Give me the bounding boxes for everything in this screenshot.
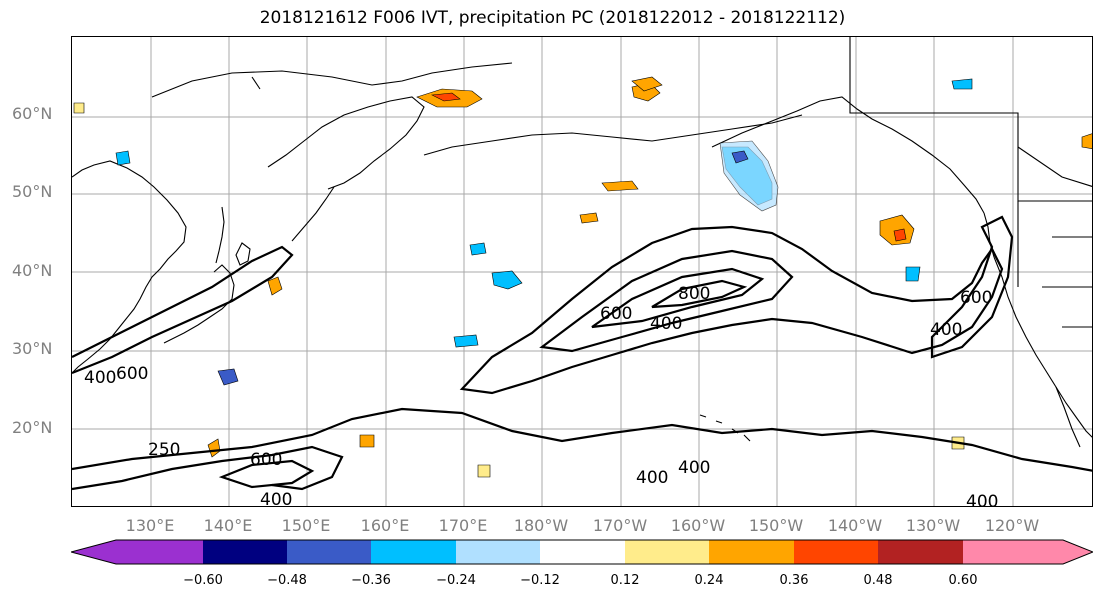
colorbar-outline [71,539,1093,565]
coastline-kuril [251,76,335,242]
lat-label-50n: 50°N [12,182,53,201]
ivt-contour-250-south [72,407,1092,472]
colorbar-tick-label: 0.60 [948,573,978,588]
coastline-japan [163,242,251,344]
ivt-contour-coast [930,215,1014,359]
coastline-east-asia [72,160,187,374]
colorbar-segment [878,540,963,564]
contour-label: 400 [966,492,998,507]
precip-shading [73,76,1092,478]
contour-label: 600 [250,450,282,470]
ivt-contour-250-ar [72,245,294,375]
colorbar-tick-label: −0.24 [436,573,476,588]
colorbar-tick-label: −0.12 [520,573,560,588]
precip-lightblue-gulf-ak [719,140,779,212]
map-title: 2018121612 F006 IVT, precipitation PC (2… [259,8,846,28]
lon-label-150w: 150°W [748,516,804,535]
precip-yellow-scatter [73,102,965,478]
lat-label-30n: 30°N [12,339,53,358]
lat-label-60n: 60°N [12,104,53,123]
lon-label-120w: 120°W [984,516,1040,535]
colorbar-segment [540,540,625,564]
precip-red-kamchatka [430,92,461,102]
contour-label: 600 [116,364,148,384]
colorbar-segment [203,540,287,564]
coastline-kamchatka [267,96,425,190]
colorbar-tick-label: 0.48 [863,573,893,588]
map-panel: 400 600 250 600 400 600 800 400 400 400 … [71,36,1093,507]
lon-label-180w: 180°W [513,516,569,535]
contour-label: 400 [930,320,962,340]
precip-orange-aleutians [601,180,639,192]
lon-label-140e: 140°E [203,516,253,535]
coastline-west-us [993,256,1092,438]
precip-blue-mid [491,270,523,290]
colorbar [71,539,1093,565]
colorbar-segment [709,540,794,564]
colorbar-tick-label: 0.12 [610,573,640,588]
ivt-contour-ar-400 [539,249,794,353]
precip-blue-scatter [115,78,973,348]
contour-label: 250 [148,440,180,460]
precip-blue-sw [217,368,239,386]
colorbar-segment [456,540,540,564]
coastlines [72,37,1092,448]
lon-label-170e: 170°E [438,516,488,535]
hawaii-islands [699,414,751,442]
precip-red-offshore-west [893,228,907,242]
ivt-contour-ar-800 [651,279,748,309]
contour-label: 400 [636,468,668,488]
precip-darkblue-gulf-ak [731,150,749,164]
lon-label-160w: 160°W [670,516,726,535]
contour-label: 800 [678,284,710,304]
colorbar-tick-label: −0.60 [183,573,223,588]
lon-label-150e: 150°E [281,516,331,535]
colorbar-segment [963,540,1093,564]
ivt-contour-400-south [72,445,344,491]
precip-orange-scatter [207,76,1092,458]
colorbar-tick-label: −0.48 [267,573,307,588]
lon-label-130w: 130°W [905,516,961,535]
colorbar-segment [287,540,371,564]
coastline-baja [1055,386,1081,448]
ivt-contours [72,215,1092,491]
lon-label-170w: 170°W [592,516,648,535]
colorbar-segment [625,540,709,564]
ivt-contour-600-south [218,459,315,489]
colorbar-segment [71,540,203,564]
ivt-contour-labels: 400 600 250 600 400 600 800 400 400 400 … [84,284,998,507]
contour-label: 600 [600,304,632,324]
lon-label-160e: 160°E [360,516,410,535]
contour-label: 400 [678,458,710,478]
contour-label: 400 [84,368,116,388]
contour-label: 600 [960,288,992,308]
ivt-contour-ar-600 [591,267,765,329]
graticule [72,37,1092,506]
us-state-borders [1017,146,1092,328]
contour-label: 400 [650,314,682,334]
colorbar-tick-label: 0.36 [779,573,809,588]
lat-label-20n: 20°N [12,418,53,437]
colorbar-segment [794,540,878,564]
colorbar-tick-label: −0.36 [351,573,391,588]
colorbar-tick-label: 0.24 [694,573,724,588]
lon-label-130e: 130°E [125,516,175,535]
map-canvas: 400 600 250 600 400 600 800 400 400 400 … [72,37,1092,507]
colorbar-segment [371,540,456,564]
lon-label-140w: 140°W [827,516,883,535]
coastline-aleutians [423,114,803,156]
coastline-alaska [711,96,985,214]
lat-label-40n: 40°N [12,261,53,280]
coastline-sakhalin [215,206,225,264]
coastline-siberia [151,62,513,98]
contour-label: 400 [260,490,292,507]
canada-us-border [849,37,1092,202]
